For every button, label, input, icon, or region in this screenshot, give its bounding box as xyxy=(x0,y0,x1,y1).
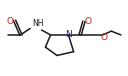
Text: O: O xyxy=(6,17,13,26)
Text: O: O xyxy=(100,34,107,42)
Text: O: O xyxy=(84,17,91,26)
Text: N: N xyxy=(65,30,72,39)
Text: NH: NH xyxy=(32,19,44,28)
